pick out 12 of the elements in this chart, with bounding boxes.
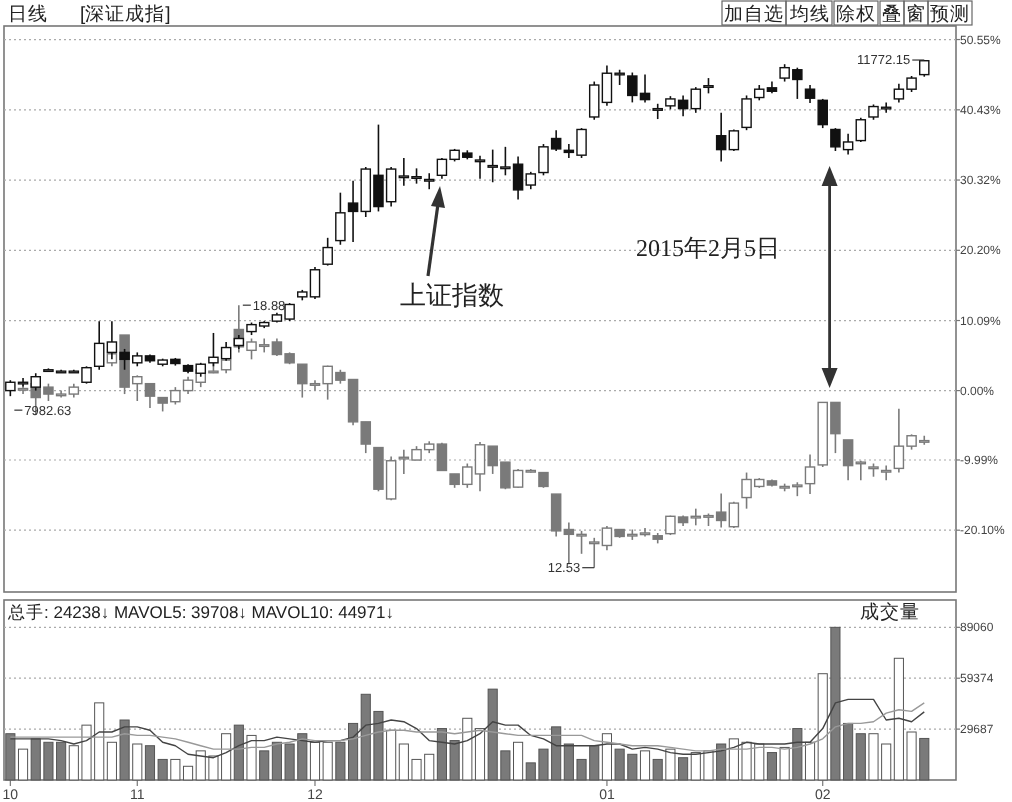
annotation: 除权 bbox=[836, 2, 876, 26]
annotation: 2015年2月5日 bbox=[636, 234, 780, 262]
annotation: 上证指数 bbox=[400, 280, 504, 310]
annotation: 预测 bbox=[930, 2, 970, 26]
annotation: 总手: 24238↓ MAVOL5: 39708↓ MAVOL10: 44971↓ bbox=[6, 602, 394, 622]
annotation: 成交量 bbox=[860, 600, 920, 624]
annotation: 日线 bbox=[8, 2, 48, 26]
annotation: 均线 bbox=[788, 2, 830, 26]
annotation: [深证成指] bbox=[80, 2, 171, 26]
annotation: 叠 bbox=[882, 4, 902, 26]
annotation: 窗 bbox=[906, 2, 926, 26]
annotation: 加自选 bbox=[724, 2, 784, 26]
